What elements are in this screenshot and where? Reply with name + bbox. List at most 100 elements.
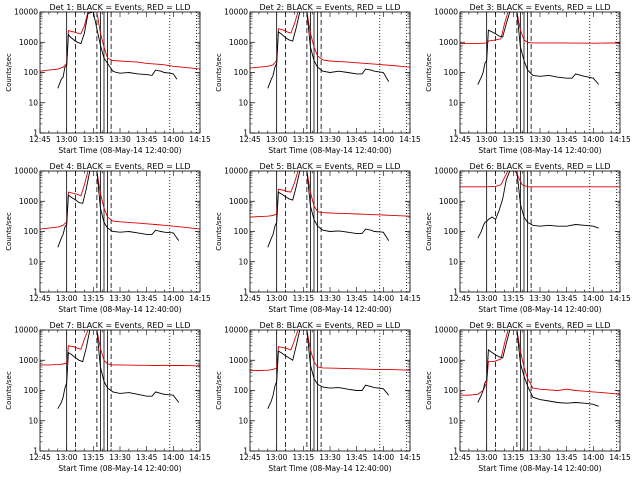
panel-6-ytick-label: 100 (444, 227, 459, 236)
panel-8-events-line (267, 330, 390, 409)
panel-9-title: Det 9: BLACK = Events, RED = LLD (470, 321, 611, 330)
panel-9-ytick-label: 1 (453, 447, 458, 456)
panel-7-ytick-label: 100 (24, 386, 39, 395)
panel-7-ytick-label: 10000 (14, 326, 38, 335)
panel-6-xlabel: Start Time (08-May-14 12:40:00) (478, 305, 601, 314)
panel-5-xtick-label: 13:30 (319, 294, 341, 303)
panel-7-lld-line (40, 330, 200, 367)
panel-4-ytick-label: 100 (24, 227, 39, 236)
panel-5-xtick-label: 14:15 (399, 294, 421, 303)
panel-8-ytick-label: 10000 (224, 326, 248, 335)
panel-4-ytick-label: 1 (33, 288, 38, 297)
panel-4-events-line (57, 171, 180, 248)
panel-6-ytick-label: 10 (448, 257, 458, 266)
panel-3-frame (459, 11, 621, 134)
panel-2-ytick-label: 10000 (224, 8, 248, 17)
panel-5-ytick-label: 1000 (229, 197, 248, 206)
panel-2-ytick-label: 1000 (229, 38, 248, 47)
panel-5-frame (249, 170, 411, 293)
panel-2-lld-line (250, 12, 410, 69)
panel-3-xlabel: Start Time (08-May-14 12:40:00) (478, 146, 601, 155)
panel-9-series (460, 330, 620, 407)
panel-9-xtick-label: 14:15 (609, 453, 631, 462)
panel-4: Det 4: BLACK = Events, RED = LLD Counts/s… (5, 162, 211, 314)
panel-7-xtick-label: 13:45 (136, 453, 158, 462)
panel-7-xtick-label: 13:00 (56, 453, 78, 462)
panel-7-xtick-label: 12:45 (29, 453, 51, 462)
panel-6-lld-line (460, 171, 620, 188)
panel-8-xtick-label: 13:15 (293, 453, 315, 462)
panel-5-ylabel: Counts/sec (215, 212, 223, 251)
panel-5-ytick-label: 10000 (224, 167, 248, 176)
panel-5-xtick-label: 12:45 (239, 294, 261, 303)
panel-9-markers (486, 330, 617, 451)
panel-6-xtick-label: 12:45 (449, 294, 471, 303)
panel-5-ytick-label: 1 (243, 288, 248, 297)
panel-6-markers (486, 171, 617, 292)
panel-1-series (40, 12, 200, 89)
panel-3-ytick-label: 100 (444, 68, 459, 77)
panel-3-ytick-label: 1 (453, 129, 458, 138)
panel-6-xtick-label: 13:30 (529, 294, 551, 303)
panel-5-events-line (267, 171, 390, 248)
panel-4-series (40, 171, 200, 248)
panel-7-series (40, 330, 200, 409)
panel-4-ytick-label: 10 (28, 257, 38, 266)
panel-1-xtick-label: 14:15 (189, 135, 211, 144)
panel-4-title: Det 4: BLACK = Events, RED = LLD (50, 162, 191, 171)
panel-6-xtick-label: 13:00 (476, 294, 498, 303)
panel-3-xtick-label: 13:30 (529, 135, 551, 144)
panel-7-ytick-label: 1 (33, 447, 38, 456)
panel-8-lld-line (250, 330, 410, 372)
panel-3-title: Det 3: BLACK = Events, RED = LLD (470, 3, 611, 12)
panel-1-xlabel: Start Time (08-May-14 12:40:00) (58, 146, 181, 155)
panel-3-xtick-label: 13:15 (503, 135, 525, 144)
panel-5-title: Det 5: BLACK = Events, RED = LLD (260, 162, 401, 171)
panel-7-events-line (57, 330, 180, 409)
panel-7-xlabel: Start Time (08-May-14 12:40:00) (58, 464, 181, 473)
panel-8-xtick-label: 14:00 (373, 453, 395, 462)
panel-3-ylabel: Counts/sec (425, 53, 433, 92)
panel-2-markers (276, 12, 407, 133)
panel-2-events-line (267, 12, 390, 89)
panel-6-xtick-label: 14:00 (583, 294, 605, 303)
panel-5-xtick-label: 13:00 (266, 294, 288, 303)
panel-2-ylabel: Counts/sec (215, 53, 223, 92)
panel-1-lld-line (40, 12, 200, 72)
panel-1-xtick-label: 13:45 (136, 135, 158, 144)
panel-8-title: Det 8: BLACK = Events, RED = LLD (260, 321, 401, 330)
panel-8-ytick-label: 1 (243, 447, 248, 456)
panel-2-ytick-label: 10 (238, 98, 248, 107)
panel-3-lld-line (460, 12, 620, 45)
panel-7: Det 7: BLACK = Events, RED = LLD Counts/s… (5, 321, 211, 473)
panel-4-markers (66, 171, 197, 292)
panel-9-xtick-label: 13:00 (476, 453, 498, 462)
panel-2-xtick-label: 13:45 (346, 135, 368, 144)
panel-9-ytick-label: 10 (448, 416, 458, 425)
panel-6-series (460, 171, 620, 239)
panel-4-xtick-label: 13:30 (109, 294, 131, 303)
panel-8-xtick-label: 13:30 (319, 453, 341, 462)
panel-5-xtick-label: 13:15 (293, 294, 315, 303)
panel-5: Det 5: BLACK = Events, RED = LLD Counts/s… (215, 162, 421, 314)
panel-9-events-line (477, 330, 599, 407)
panel-4-xtick-label: 13:15 (83, 294, 105, 303)
panel-3: Det 3: BLACK = Events, RED = LLD Counts/s… (425, 3, 631, 155)
panel-2-xtick-label: 14:15 (399, 135, 421, 144)
panel-3-events-line (477, 12, 600, 85)
panel-3-ytick-label: 1000 (439, 38, 458, 47)
panel-1-ytick-label: 1000 (19, 38, 38, 47)
panel-8-xtick-label: 13:00 (266, 453, 288, 462)
panel-3-series (460, 12, 620, 85)
panel-8-ytick-label: 1000 (229, 356, 248, 365)
panel-9-ytick-label: 100 (444, 386, 459, 395)
panel-6-xtick-label: 13:45 (556, 294, 578, 303)
panel-1-xtick-label: 14:00 (163, 135, 185, 144)
panel-3-ytick-label: 10000 (434, 8, 458, 17)
panel-8-xtick-label: 12:45 (239, 453, 261, 462)
panel-5-series (250, 171, 410, 248)
panel-2-series (250, 12, 410, 89)
panel-6-xtick-label: 13:15 (503, 294, 525, 303)
panel-5-ytick-label: 10 (238, 257, 248, 266)
panel-5-ytick-label: 100 (234, 227, 249, 236)
